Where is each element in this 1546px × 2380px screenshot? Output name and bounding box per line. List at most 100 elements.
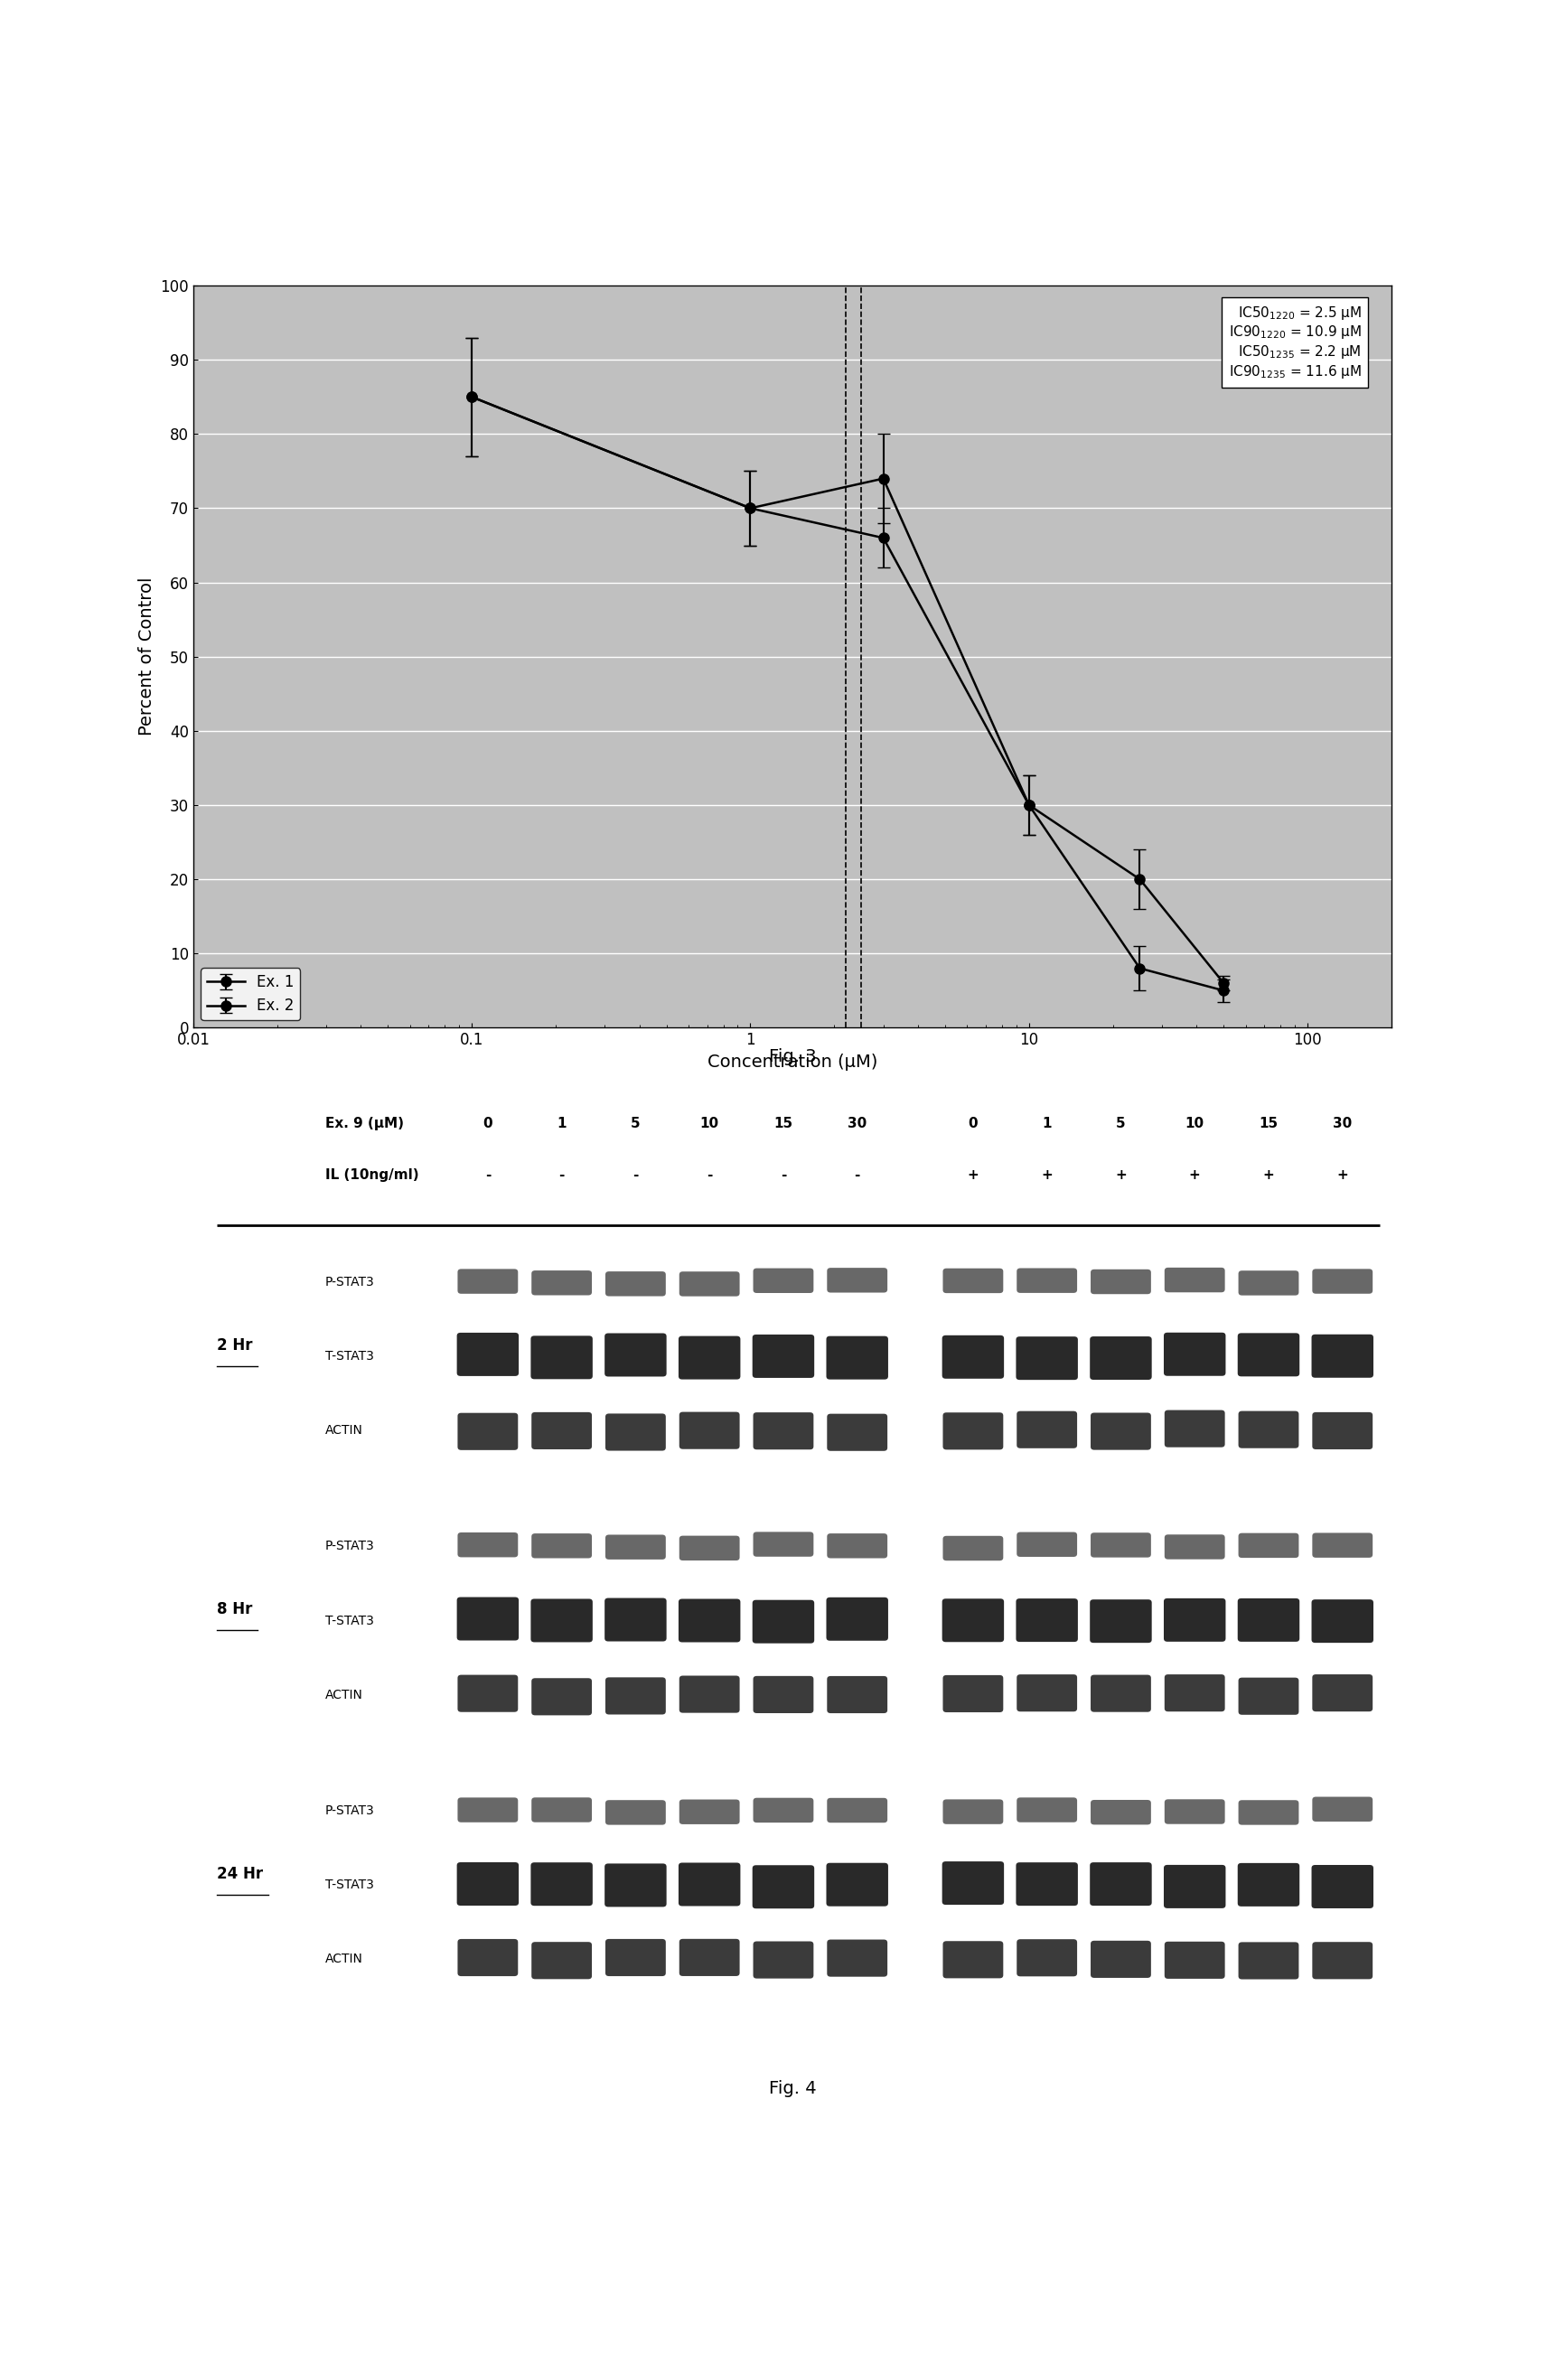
FancyBboxPatch shape <box>1017 1676 1078 1711</box>
FancyBboxPatch shape <box>753 1942 813 1978</box>
Text: 8 Hr: 8 Hr <box>216 1602 254 1618</box>
FancyBboxPatch shape <box>1090 1269 1152 1295</box>
FancyBboxPatch shape <box>1164 1269 1224 1292</box>
Text: 0: 0 <box>968 1116 979 1130</box>
FancyBboxPatch shape <box>1017 1940 1078 1975</box>
FancyBboxPatch shape <box>1164 1676 1224 1711</box>
FancyBboxPatch shape <box>1238 1799 1299 1825</box>
FancyBboxPatch shape <box>532 1271 592 1295</box>
Text: 30: 30 <box>847 1116 867 1130</box>
Text: T-STAT3: T-STAT3 <box>325 1878 374 1892</box>
FancyBboxPatch shape <box>1313 1676 1373 1711</box>
Text: P-STAT3: P-STAT3 <box>325 1276 374 1288</box>
FancyBboxPatch shape <box>1164 1866 1226 1909</box>
FancyBboxPatch shape <box>1238 1942 1299 1980</box>
FancyBboxPatch shape <box>1090 1940 1152 1978</box>
Text: Fig. 4: Fig. 4 <box>768 2080 816 2097</box>
Text: +: + <box>1189 1169 1200 1183</box>
FancyBboxPatch shape <box>1090 1533 1152 1557</box>
FancyBboxPatch shape <box>1313 1269 1373 1295</box>
FancyBboxPatch shape <box>604 1333 666 1376</box>
FancyBboxPatch shape <box>1164 1599 1226 1642</box>
Text: ACTIN: ACTIN <box>325 1954 363 1966</box>
FancyBboxPatch shape <box>1313 1942 1373 1980</box>
Y-axis label: Percent of Control: Percent of Control <box>138 578 155 735</box>
FancyBboxPatch shape <box>1016 1338 1078 1380</box>
Text: Ex. 9 (μM): Ex. 9 (μM) <box>325 1116 404 1130</box>
FancyBboxPatch shape <box>1238 1271 1299 1295</box>
FancyBboxPatch shape <box>826 1335 887 1380</box>
FancyBboxPatch shape <box>530 1599 592 1642</box>
FancyBboxPatch shape <box>1311 1866 1373 1909</box>
Text: -: - <box>855 1169 860 1183</box>
FancyBboxPatch shape <box>532 1533 592 1559</box>
FancyBboxPatch shape <box>943 1411 1003 1449</box>
FancyBboxPatch shape <box>604 1597 666 1642</box>
FancyBboxPatch shape <box>1016 1599 1078 1642</box>
FancyBboxPatch shape <box>1238 1678 1299 1714</box>
FancyBboxPatch shape <box>1090 1599 1152 1642</box>
FancyBboxPatch shape <box>1313 1533 1373 1557</box>
FancyBboxPatch shape <box>753 1269 813 1292</box>
FancyBboxPatch shape <box>606 1414 666 1452</box>
FancyBboxPatch shape <box>1090 1864 1152 1906</box>
FancyBboxPatch shape <box>1090 1676 1152 1711</box>
FancyBboxPatch shape <box>753 1335 815 1378</box>
FancyBboxPatch shape <box>943 1676 1003 1711</box>
FancyBboxPatch shape <box>827 1676 887 1714</box>
FancyBboxPatch shape <box>679 1864 741 1906</box>
FancyBboxPatch shape <box>606 1535 666 1559</box>
Text: Fig. 3: Fig. 3 <box>768 1047 816 1066</box>
FancyBboxPatch shape <box>827 1533 887 1559</box>
Text: -: - <box>781 1169 787 1183</box>
Text: -: - <box>558 1169 564 1183</box>
FancyBboxPatch shape <box>532 1411 592 1449</box>
FancyBboxPatch shape <box>826 1597 887 1640</box>
FancyBboxPatch shape <box>827 1940 887 1978</box>
FancyBboxPatch shape <box>1164 1535 1224 1559</box>
Text: 15: 15 <box>775 1116 793 1130</box>
Legend: Ex. 1, Ex. 2: Ex. 1, Ex. 2 <box>201 969 300 1021</box>
FancyBboxPatch shape <box>1017 1797 1078 1823</box>
FancyBboxPatch shape <box>1090 1414 1152 1449</box>
FancyBboxPatch shape <box>458 1797 518 1823</box>
FancyBboxPatch shape <box>679 1940 739 1975</box>
FancyBboxPatch shape <box>606 1799 666 1825</box>
Text: 1: 1 <box>1042 1116 1051 1130</box>
FancyBboxPatch shape <box>679 1411 739 1449</box>
FancyBboxPatch shape <box>943 1535 1003 1561</box>
FancyBboxPatch shape <box>458 1269 518 1295</box>
FancyBboxPatch shape <box>1238 1864 1300 1906</box>
X-axis label: Concentration (μM): Concentration (μM) <box>707 1054 878 1071</box>
FancyBboxPatch shape <box>532 1678 592 1716</box>
Text: 5: 5 <box>1116 1116 1125 1130</box>
FancyBboxPatch shape <box>458 1940 518 1975</box>
FancyBboxPatch shape <box>1313 1797 1373 1821</box>
FancyBboxPatch shape <box>943 1269 1003 1292</box>
Text: ACTIN: ACTIN <box>325 1687 363 1702</box>
FancyBboxPatch shape <box>532 1942 592 1980</box>
FancyBboxPatch shape <box>1311 1335 1373 1378</box>
FancyBboxPatch shape <box>1313 1411 1373 1449</box>
Text: -: - <box>485 1169 490 1183</box>
Text: +: + <box>1115 1169 1127 1183</box>
Text: IL (10ng/ml): IL (10ng/ml) <box>325 1169 419 1183</box>
FancyBboxPatch shape <box>943 1942 1003 1978</box>
Text: 2 Hr: 2 Hr <box>216 1338 254 1354</box>
FancyBboxPatch shape <box>458 1333 519 1376</box>
FancyBboxPatch shape <box>1238 1599 1300 1642</box>
Text: P-STAT3: P-STAT3 <box>325 1540 374 1552</box>
Text: T-STAT3: T-STAT3 <box>325 1614 374 1628</box>
FancyBboxPatch shape <box>1017 1411 1078 1449</box>
FancyBboxPatch shape <box>1090 1338 1152 1380</box>
FancyBboxPatch shape <box>942 1599 1003 1642</box>
FancyBboxPatch shape <box>458 1533 518 1557</box>
FancyBboxPatch shape <box>753 1676 813 1714</box>
FancyBboxPatch shape <box>679 1335 741 1380</box>
FancyBboxPatch shape <box>458 1676 518 1711</box>
FancyBboxPatch shape <box>753 1599 815 1642</box>
FancyBboxPatch shape <box>1238 1333 1300 1376</box>
FancyBboxPatch shape <box>606 1678 666 1714</box>
FancyBboxPatch shape <box>826 1864 887 1906</box>
Text: +: + <box>1040 1169 1053 1183</box>
